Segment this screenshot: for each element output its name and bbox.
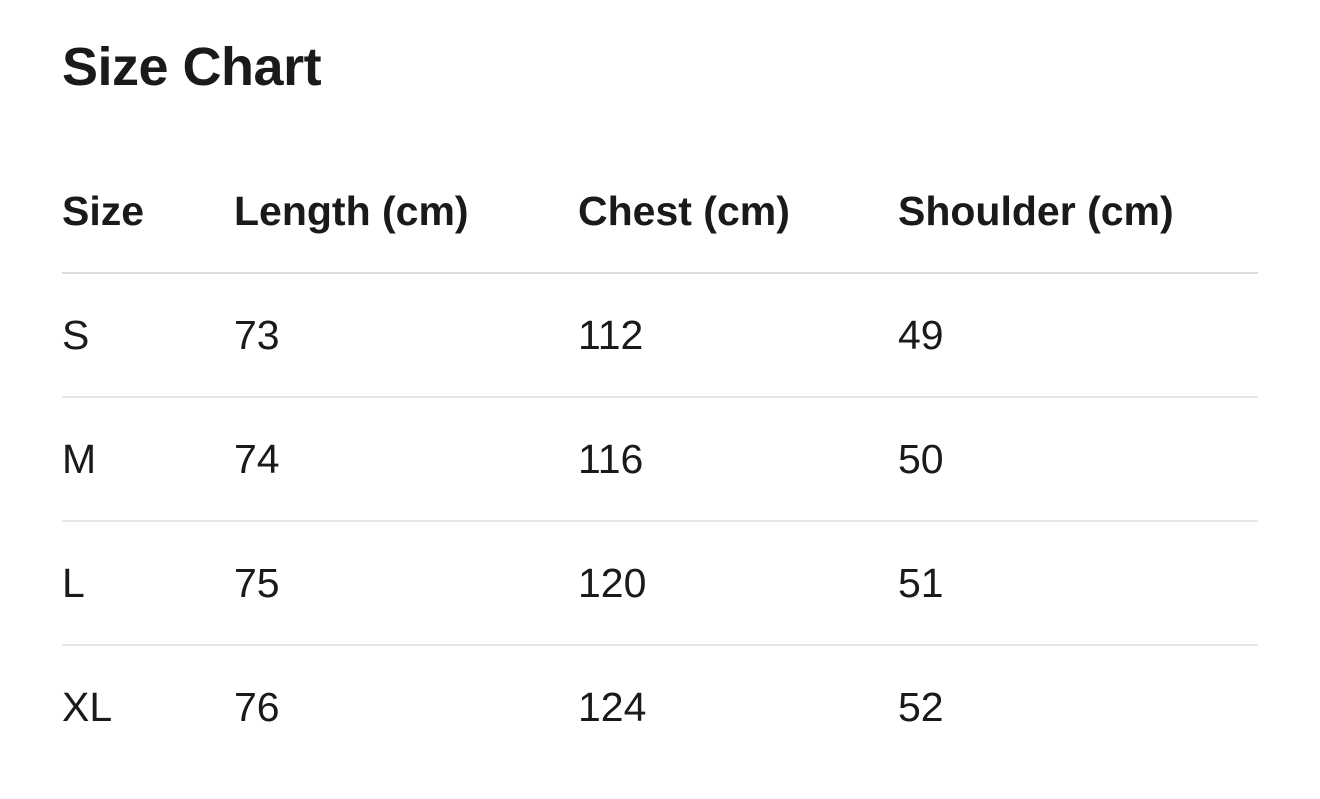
table-row: L 75 120 51 [62,521,1258,646]
cell-chest: 116 [578,397,898,522]
table-header-row: Size Length (cm) Chest (cm) Shoulder (cm… [62,150,1258,274]
table-row: S 73 112 49 [62,273,1258,398]
cell-size: M [62,397,234,522]
size-table: Size Length (cm) Chest (cm) Shoulder (cm… [62,150,1258,768]
cell-length: 73 [234,273,578,398]
page-title: Size Chart [62,37,322,97]
cell-shoulder: 49 [898,273,1258,398]
table-row: M 74 116 50 [62,397,1258,522]
cell-length: 76 [234,683,280,730]
header-size: Size [62,150,234,274]
cell-shoulder: 52 [898,683,944,730]
header-chest: Chest (cm) [578,150,898,274]
cell-length: 74 [234,397,578,522]
cell-shoulder: 50 [898,397,1258,522]
cell-size: S [62,273,234,398]
cell-length: 75 [234,521,578,646]
cell-size: L [62,521,234,646]
cell-size: XL [62,683,113,730]
cell-chest: 120 [578,521,898,646]
header-shoulder: Shoulder (cm) [898,150,1258,274]
cell-chest: 124 [578,683,647,730]
table-row: XL 76 124 52 [62,645,1258,768]
cell-shoulder: 51 [898,521,1258,646]
cell-chest: 112 [578,273,898,398]
header-length: Length (cm) [234,150,578,274]
